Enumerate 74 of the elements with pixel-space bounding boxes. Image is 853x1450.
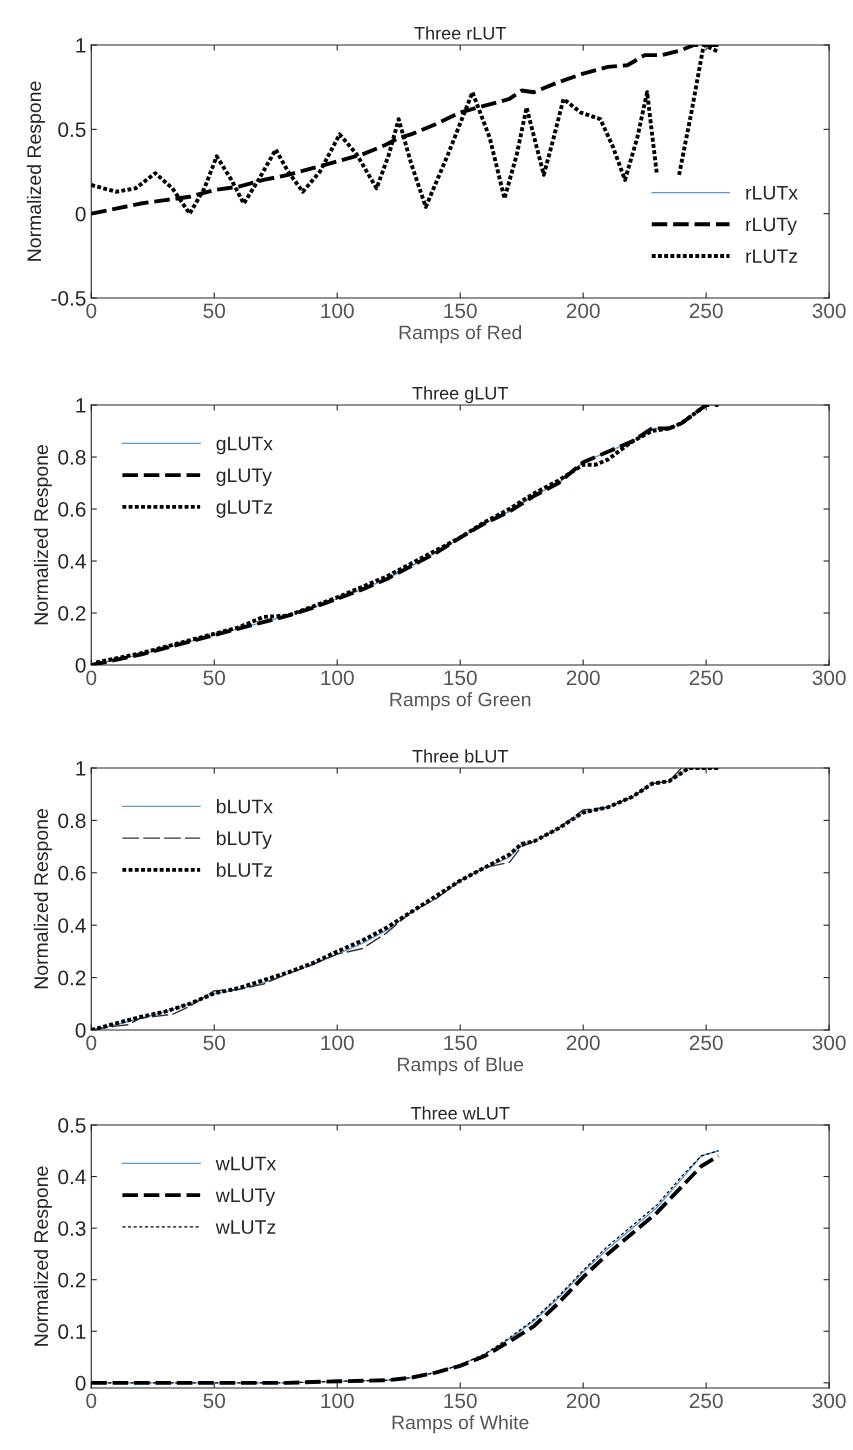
x-axis-title: Ramps of Red — [399, 325, 522, 344]
y-tick-label: 0 — [75, 206, 86, 222]
x-tick-label: 50 — [203, 1393, 226, 1409]
y-tick-label: 0 — [75, 1023, 86, 1038]
chart-title: Three bLUT — [412, 749, 508, 763]
x-tick-label: 0 — [86, 1035, 97, 1051]
x-tick-label: 250 — [689, 1393, 723, 1409]
y-tick-label: 0.4 — [58, 918, 86, 933]
y-tick-label: 0.5 — [58, 122, 86, 138]
x-axis-title: Ramps of White — [392, 1415, 529, 1434]
y-tick-label: 0.8 — [58, 813, 86, 829]
y-tick-label: 1 — [76, 761, 86, 776]
y-tick-label: 0.3 — [58, 1221, 86, 1236]
x-tick-label: 150 — [444, 1035, 477, 1051]
legend-label: rLUTx — [746, 186, 798, 200]
y-tick-label: 0.6 — [58, 865, 86, 881]
x-tick-label: 300 — [812, 303, 846, 319]
y-axis-title: Normalized Respone — [33, 809, 52, 989]
y-tick-label: 0 — [75, 1375, 86, 1391]
y-axis-title: Normalized Respone — [33, 445, 52, 625]
legend-label: gLUTy — [216, 468, 272, 486]
legend-label: bLUTx — [216, 799, 273, 814]
y-tick-label: 1 — [76, 398, 86, 413]
x-axis-title: Ramps of Blue — [398, 1057, 524, 1076]
x-tick-label: 100 — [321, 1393, 354, 1409]
y-tick-label: 0 — [75, 658, 86, 673]
y-tick-label: 0.4 — [58, 554, 86, 569]
x-tick-label: 250 — [689, 303, 723, 319]
chart-title: Three gLUT — [412, 386, 508, 404]
x-tick-label: 300 — [812, 1393, 846, 1409]
y-tick-label: -0.5 — [51, 291, 86, 306]
x-tick-label: 200 — [566, 1393, 600, 1409]
y-tick-label: 0.2 — [58, 1272, 86, 1288]
x-tick-label: 50 — [203, 1035, 226, 1051]
x-tick-label: 200 — [566, 1035, 600, 1051]
chart-title: Three rLUT — [414, 26, 506, 40]
legend-label: gLUTx — [216, 436, 273, 455]
x-tick-label: 0 — [86, 670, 97, 686]
y-axis-title: Normalized Respone — [26, 81, 45, 261]
legend-label: gLUTz — [216, 500, 273, 518]
x-tick-label: 250 — [689, 1035, 723, 1051]
x-tick-label: 50 — [203, 303, 226, 319]
y-tick-label: 0.1 — [58, 1324, 86, 1340]
x-tick-label: 100 — [321, 670, 354, 686]
y-axis-title: Normalized Respone — [33, 1166, 52, 1346]
x-axis-title: Ramps of Green — [390, 692, 531, 711]
x-tick-label: 300 — [812, 1035, 846, 1051]
y-tick-label: 0.2 — [58, 970, 86, 986]
x-tick-label: 100 — [321, 303, 354, 319]
x-tick-label: 250 — [689, 670, 723, 686]
y-tick-label: 0.5 — [58, 1118, 86, 1133]
x-tick-label: 200 — [566, 303, 600, 319]
x-tick-label: 0 — [86, 303, 97, 319]
y-tick-label: 0.4 — [58, 1169, 86, 1185]
chart-title: Three wLUT — [410, 1106, 510, 1120]
y-tick-label: 0.2 — [58, 606, 86, 621]
x-tick-label: 100 — [321, 1035, 354, 1051]
y-tick-label: 0.8 — [58, 450, 86, 465]
y-tick-label: 1 — [76, 38, 86, 53]
legend-label: bLUTz — [216, 862, 273, 877]
legend-label: bLUTy — [216, 830, 272, 849]
y-tick-label: 0.6 — [58, 502, 86, 517]
legend-label: wLUTz — [215, 1220, 276, 1234]
x-tick-label: 150 — [444, 1393, 477, 1409]
x-tick-label: 150 — [444, 670, 477, 686]
x-tick-label: 0 — [86, 1393, 97, 1409]
x-tick-label: 150 — [444, 303, 477, 319]
legend-label: wLUTx — [215, 1156, 276, 1171]
x-tick-label: 200 — [566, 670, 600, 686]
legend-label: rLUTz — [746, 249, 798, 264]
x-tick-label: 50 — [203, 670, 226, 686]
legend-label: rLUTy — [746, 217, 797, 236]
x-tick-label: 300 — [812, 670, 846, 686]
legend-label: wLUTy — [215, 1188, 276, 1206]
